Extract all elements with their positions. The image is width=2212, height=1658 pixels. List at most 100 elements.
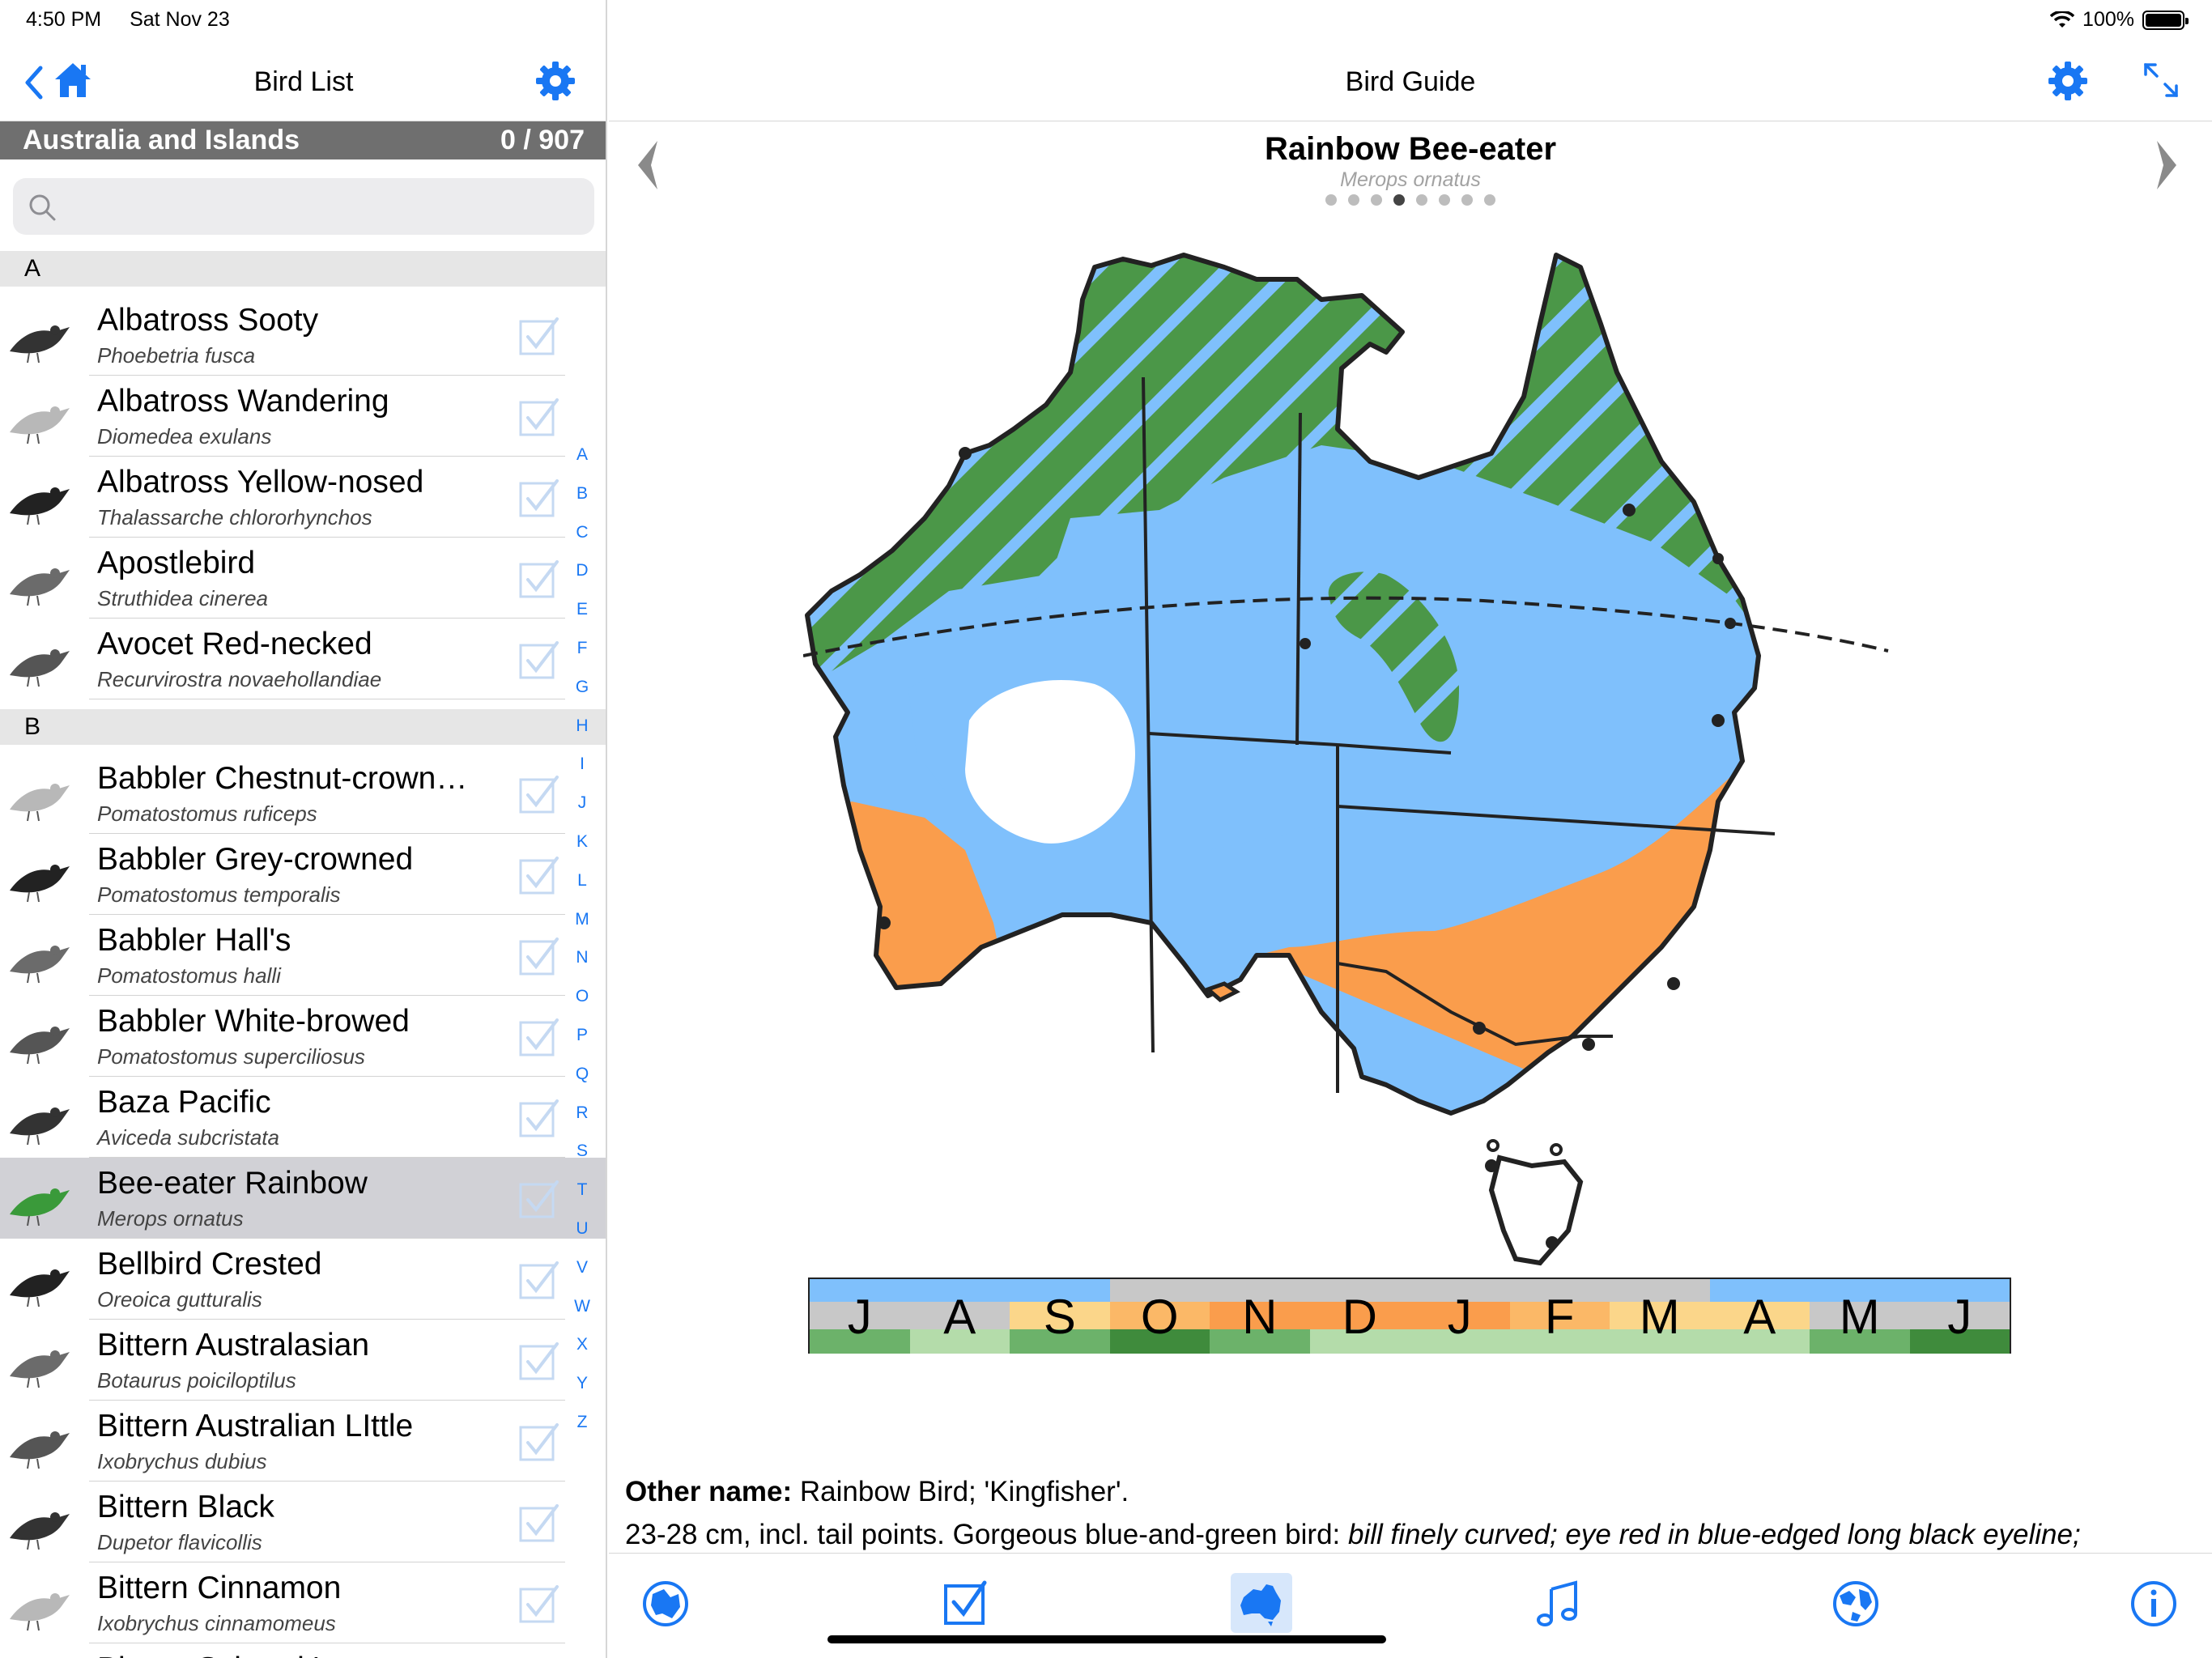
month-band-top xyxy=(1109,1279,1210,1302)
index-letter[interactable]: O xyxy=(575,987,589,1006)
index-letter[interactable]: B xyxy=(576,483,588,503)
index-letter[interactable]: N xyxy=(576,948,589,967)
previous-species-arrow-icon[interactable] xyxy=(635,139,661,191)
status-date: Sat Nov 23 xyxy=(130,8,230,31)
bird-list-row[interactable]: Baza Pacific Aviceda subcristata xyxy=(0,1077,606,1158)
seen-checkbox-icon[interactable] xyxy=(518,395,562,439)
page-dot[interactable] xyxy=(1484,194,1495,206)
index-letter[interactable]: T xyxy=(576,1180,588,1200)
search-input[interactable] xyxy=(70,186,572,227)
info-icon[interactable] xyxy=(2129,1578,2178,1630)
list-settings-gear-icon[interactable] xyxy=(534,60,576,102)
index-letter[interactable]: Q xyxy=(575,1064,589,1083)
page-indicator[interactable] xyxy=(609,194,2212,206)
bird-list-row[interactable]: Avocet Red-necked Recurvirostra novaeholl… xyxy=(0,619,606,699)
seen-checkbox-icon[interactable] xyxy=(518,1258,562,1302)
seen-checkbox-icon[interactable] xyxy=(518,1420,562,1464)
index-letter[interactable]: X xyxy=(576,1335,588,1354)
wifi-icon xyxy=(2050,11,2075,28)
index-letter[interactable]: K xyxy=(576,831,588,851)
bird-list-row[interactable]: Babbler Hall's Pomatostomus halli xyxy=(0,915,606,996)
bird-list-row[interactable]: Albatross Wandering Diomedea exulans xyxy=(0,376,606,457)
bird-list-row[interactable]: Albatross Sooty Phoebetria fusca xyxy=(0,295,606,376)
index-letter[interactable]: F xyxy=(576,638,588,657)
page-dot[interactable] xyxy=(1439,194,1450,206)
index-letter[interactable]: A xyxy=(576,445,588,464)
index-letter[interactable]: Z xyxy=(576,1412,588,1431)
australia-map-icon[interactable] xyxy=(1237,1578,1286,1630)
page-dot[interactable] xyxy=(1325,194,1337,206)
page-dot[interactable] xyxy=(1393,194,1405,206)
region-header[interactable]: Australia and Islands 0 / 907 xyxy=(0,121,606,159)
page-dot[interactable] xyxy=(1348,194,1359,206)
index-letter[interactable]: C xyxy=(576,522,589,542)
seen-checkbox-icon[interactable] xyxy=(518,934,562,978)
month-band-middle xyxy=(810,1302,910,1329)
month-band-top xyxy=(1309,1279,1410,1302)
index-letter[interactable]: J xyxy=(577,793,587,813)
index-letter[interactable]: S xyxy=(576,1141,588,1161)
map-globe-icon[interactable] xyxy=(641,1578,690,1630)
seen-checkbox-icon[interactable] xyxy=(518,1177,562,1221)
index-letter[interactable]: I xyxy=(580,755,585,774)
month-cell: A xyxy=(909,1279,1010,1354)
guide-settings-gear-icon[interactable] xyxy=(2047,60,2089,102)
seen-checkbox-icon[interactable] xyxy=(518,1015,562,1059)
seen-checkbox-icon[interactable] xyxy=(518,557,562,601)
index-letter[interactable]: G xyxy=(575,677,589,696)
page-dot[interactable] xyxy=(1416,194,1427,206)
music-note-icon[interactable] xyxy=(1534,1578,1582,1630)
month-label: N xyxy=(1242,1290,1278,1344)
index-letter[interactable]: D xyxy=(576,561,589,580)
seen-checkbox-icon[interactable] xyxy=(518,772,562,816)
bird-list-row[interactable]: Bittern Australian LIttle Ixobrychus dubi… xyxy=(0,1401,606,1482)
seen-checkbox-icon[interactable] xyxy=(518,476,562,520)
seen-checkbox-icon[interactable] xyxy=(518,853,562,897)
bird-list-row[interactable]: Bittern Australasian Botaurus poiciloptil… xyxy=(0,1320,606,1401)
page-dot[interactable] xyxy=(1461,194,1473,206)
search-field[interactable] xyxy=(13,178,594,235)
bird-list-row[interactable]: Bittern Cinnamon Ixobrychus cinnamomeus xyxy=(0,1562,606,1643)
bird-list-row[interactable]: Bellbird Crested Oreoica gutturalis xyxy=(0,1239,606,1320)
index-letter[interactable]: V xyxy=(576,1257,588,1277)
index-letter[interactable]: W xyxy=(574,1296,590,1316)
index-letter[interactable]: M xyxy=(575,909,589,929)
world-globe-icon[interactable] xyxy=(1831,1578,1880,1630)
bird-list-row[interactable]: Babbler Grey-crowned Pomatostomus tempora… xyxy=(0,834,606,915)
row-separator xyxy=(89,833,565,834)
index-letter[interactable]: U xyxy=(576,1218,589,1238)
bird-common-name: Bellbird Crested xyxy=(97,1247,322,1282)
expand-icon[interactable] xyxy=(2141,60,2181,100)
bird-common-name: Babbler Chestnut-crown… xyxy=(97,761,468,796)
index-letter[interactable]: R xyxy=(576,1103,589,1122)
bird-list-row[interactable]: Babbler White-browed Pomatostomus superci… xyxy=(0,996,606,1077)
month-band-bottom xyxy=(1109,1329,1210,1354)
bird-list-row[interactable]: Bittern Schrenk's xyxy=(0,1643,606,1658)
seen-checkbox-icon[interactable] xyxy=(518,638,562,682)
index-letter[interactable]: Y xyxy=(576,1374,588,1393)
bird-list-row[interactable]: Bee-eater Rainbow Merops ornatus xyxy=(0,1158,606,1239)
bird-list-row[interactable]: Babbler Chestnut-crown… Pomatostomus rufi… xyxy=(0,753,606,834)
home-indicator[interactable] xyxy=(827,1635,1386,1643)
bird-list-row[interactable]: Albatross Yellow-nosed Thalassarche chlor… xyxy=(0,457,606,538)
month-band-middle xyxy=(1810,1302,1910,1329)
checklist-icon[interactable] xyxy=(941,1578,989,1630)
bird-scientific-name: Thalassarche chlororhynchos xyxy=(97,505,372,529)
index-letter[interactable]: E xyxy=(576,600,588,619)
bird-list-row[interactable]: Apostlebird Struthidea cinerea xyxy=(0,538,606,619)
seen-checkbox-icon[interactable] xyxy=(518,1339,562,1383)
bird-scientific-name: Aviceda subcristata xyxy=(97,1125,279,1150)
seen-checkbox-icon[interactable] xyxy=(518,1582,562,1626)
seen-checkbox-icon[interactable] xyxy=(518,1501,562,1545)
seen-checkbox-icon[interactable] xyxy=(518,314,562,358)
index-letter[interactable]: P xyxy=(576,1025,588,1044)
next-species-arrow-icon[interactable] xyxy=(2154,139,2180,191)
bird-list-row[interactable]: Bittern Black Dupetor flavicollis xyxy=(0,1482,606,1562)
page-dot[interactable] xyxy=(1371,194,1382,206)
seen-checkbox-icon[interactable] xyxy=(518,1096,562,1140)
back-chevron-icon[interactable] xyxy=(24,65,44,100)
index-letter[interactable]: H xyxy=(576,716,589,735)
home-icon[interactable] xyxy=(52,60,94,100)
index-letter[interactable]: L xyxy=(577,870,587,890)
